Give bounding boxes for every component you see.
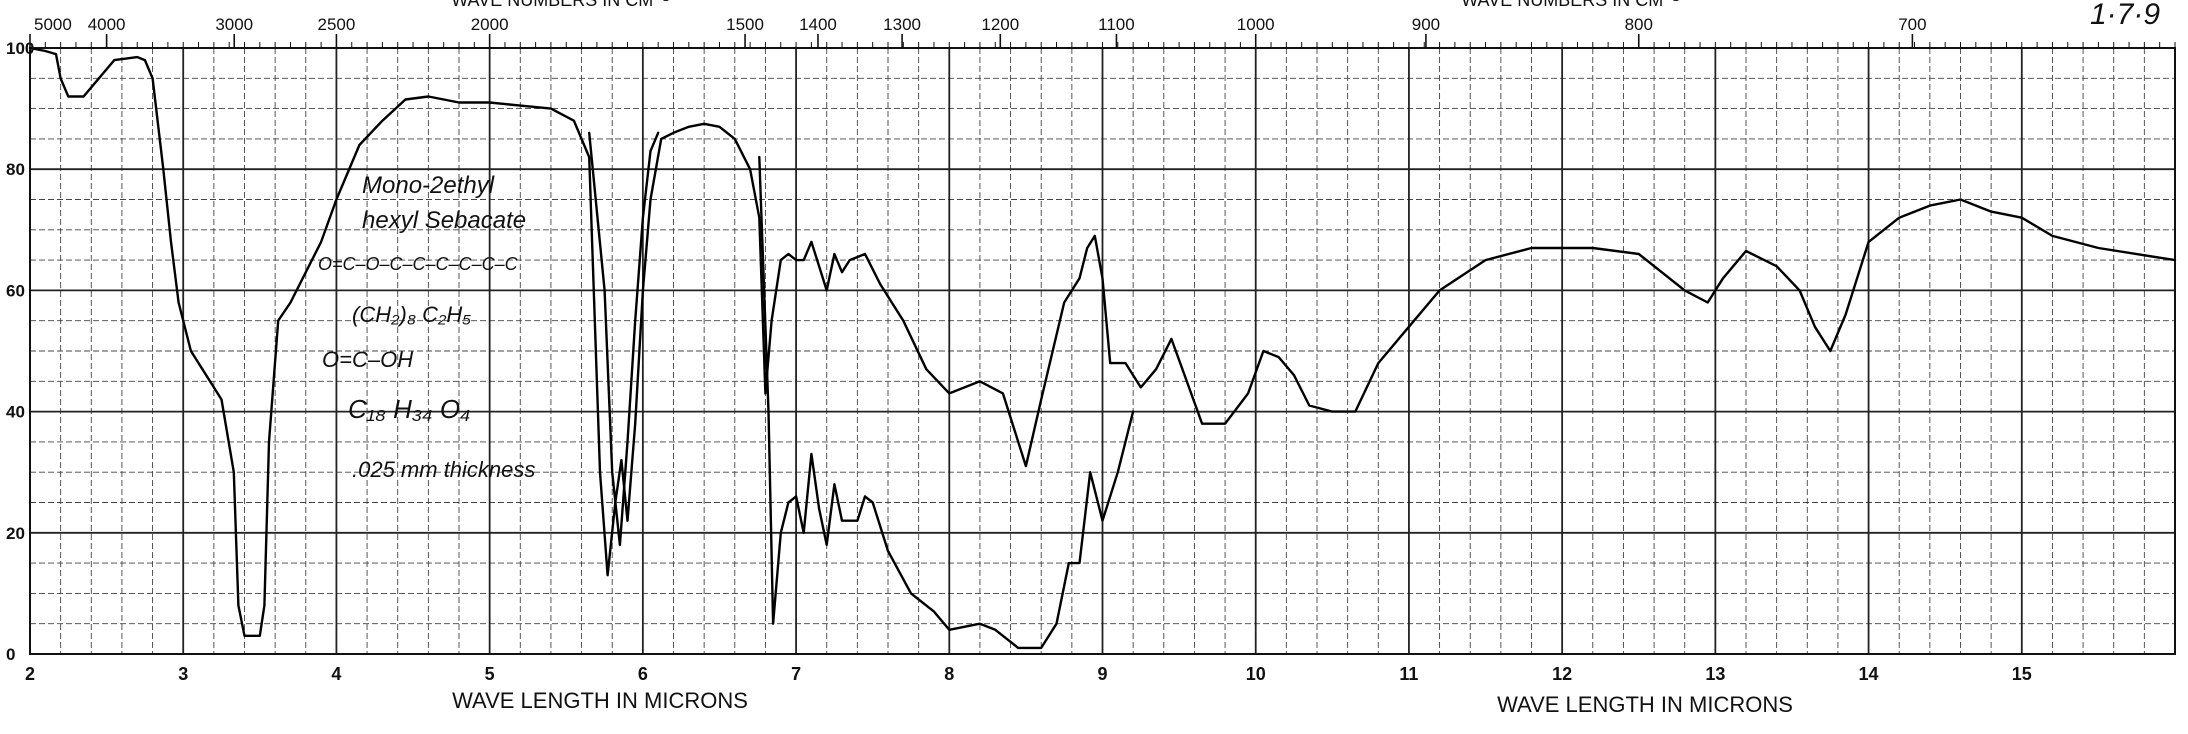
top-axis-tick-label: 1200 xyxy=(981,15,1019,34)
annotation-line-4: (CH₂)₈ C₂H₅ xyxy=(352,302,471,327)
x-axis-tick-label: 10 xyxy=(1246,664,1266,684)
x-axis-tick-label: 7 xyxy=(791,664,801,684)
x-axis-tick-label: 4 xyxy=(331,664,341,684)
x-axis-tick-label: 12 xyxy=(1552,664,1572,684)
top-axis-tick-label: 2000 xyxy=(471,15,509,34)
annotation-line-6: C₁₈ H₃₄ O₄ xyxy=(348,394,470,424)
top-axis-tick-label: 1500 xyxy=(726,15,764,34)
annotation-line-2: hexyl Sebacate xyxy=(362,207,526,234)
y-axis-tick-label: 0 xyxy=(6,645,15,664)
y-axis-tick-label: 40 xyxy=(6,403,25,422)
top-axis-tick-label: 1000 xyxy=(1237,15,1275,34)
top-axis-tick-label: 700 xyxy=(1898,15,1926,34)
top-axis-tick-label: 900 xyxy=(1412,15,1440,34)
annotation-line-1: Mono-2ethyl xyxy=(362,172,495,199)
y-axis-tick-label: 80 xyxy=(6,160,25,179)
y-axis-tick-labels: 0 20 40 60 80 100 xyxy=(6,39,34,664)
top-axis-label: WAVE NUMBERS IN CM⁻¹ xyxy=(451,0,669,10)
annotation-line-7: .025 mm thickness xyxy=(352,457,535,482)
x-axis-tick-label: 15 xyxy=(2012,664,2032,684)
x-axis-tick-labels: 2 3 4 5 6 7 8 9 10 11 12 13 14 15 xyxy=(25,664,2032,684)
y-axis-tick-label: 60 xyxy=(6,281,25,300)
x-axis-tick-label: 5 xyxy=(485,664,495,684)
spectrum-trace-3 xyxy=(758,155,1135,650)
y-axis-tick-label: 20 xyxy=(6,524,25,543)
top-axis-tick-label: 1100 xyxy=(1098,15,1135,34)
x-axis-tick-label: 2 xyxy=(25,664,35,684)
top-axis-tick-label: 1400 xyxy=(799,15,837,34)
x-axis-tick-label: 9 xyxy=(1097,664,1107,684)
handwritten-annotation: Mono-2ethyl hexyl Sebacate O=C–O–C–C–C–C… xyxy=(318,172,535,482)
spectrum-trace-2 xyxy=(588,131,660,547)
x-axis-tick-label: 6 xyxy=(638,664,648,684)
top-axis-tick-label: 800 xyxy=(1625,15,1653,34)
top-axis-ticks: 5000 4000 3000 2500 2000 1500 1400 1300 1200 1100… xyxy=(29,15,2176,48)
annotation-line-5: O=C–OH xyxy=(322,347,413,372)
y-axis-tick-label: 100 xyxy=(6,39,34,58)
corner-note: 1·7·9 xyxy=(2090,0,2160,31)
x-axis-tick-label: 11 xyxy=(1399,664,1418,684)
top-axis-tick-label: 1300 xyxy=(883,15,921,34)
x-axis-tick-label: 8 xyxy=(944,664,954,684)
x-axis-label: WAVE LENGTH IN MICRONS xyxy=(452,688,748,713)
minor-gridlines xyxy=(30,48,2175,654)
top-axis-tick-label: 5000 xyxy=(34,15,72,34)
x-axis-label-right: WAVE LENGTH IN MICRONS xyxy=(1497,692,1793,717)
top-axis-tick-label: 4000 xyxy=(88,15,126,34)
x-axis-tick-label: 14 xyxy=(1859,664,1879,684)
top-axis-tick-label: 2500 xyxy=(318,15,356,34)
top-axis-tick-label: 3000 xyxy=(215,15,253,34)
annotation-line-3: O=C–O–C–C–C–C–C–C xyxy=(318,254,519,274)
x-axis-tick-label: 13 xyxy=(1705,664,1725,684)
spectrum-trace-1 xyxy=(28,46,2177,637)
top-axis-label-right: WAVE NUMBERS IN CM⁻¹ xyxy=(1461,0,1679,10)
series-layer xyxy=(28,46,2177,650)
x-axis-tick-label: 3 xyxy=(178,664,188,684)
